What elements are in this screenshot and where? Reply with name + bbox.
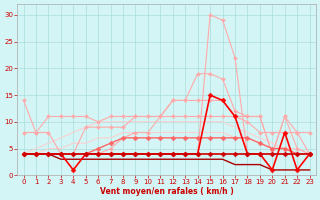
X-axis label: Vent moyen/en rafales ( km/h ): Vent moyen/en rafales ( km/h ) xyxy=(100,187,234,196)
